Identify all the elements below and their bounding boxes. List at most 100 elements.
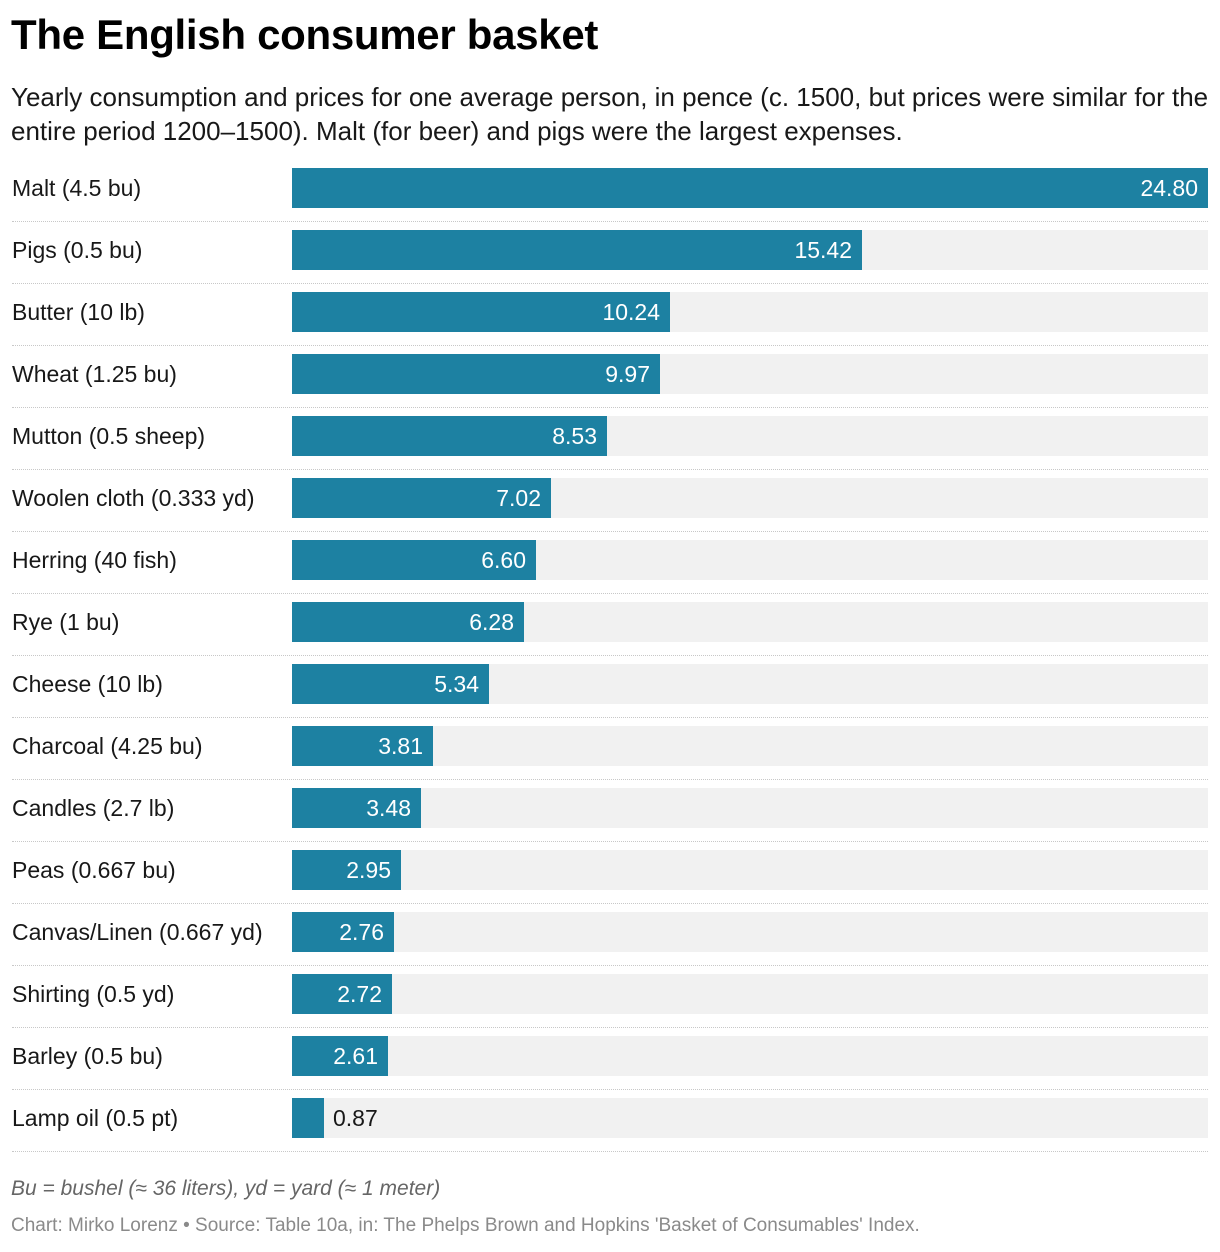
bar-row: Herring (40 fish) 6.60	[12, 532, 1208, 594]
value-label: 15.42	[794, 237, 852, 263]
row-divider	[12, 221, 1208, 222]
category-label: Cheese (10 lb)	[12, 671, 163, 697]
bar-row: Cheese (10 lb) 5.34	[12, 656, 1208, 718]
value-label: 6.60	[481, 547, 526, 573]
bar	[292, 726, 433, 766]
row-divider	[12, 345, 1208, 346]
bar-track: 9.97	[292, 354, 1208, 394]
bar-track: 3.81	[292, 726, 1208, 766]
row-divider	[12, 965, 1208, 966]
row-divider	[12, 1151, 1208, 1152]
bar-track: 8.53	[292, 416, 1208, 456]
category-label: Lamp oil (0.5 pt)	[12, 1105, 179, 1131]
value-label: 7.02	[496, 485, 541, 511]
value-label: 2.76	[339, 919, 384, 945]
category-label: Woolen cloth (0.333 yd)	[12, 485, 255, 511]
category-label: Charcoal (4.25 bu)	[12, 733, 203, 759]
bar	[292, 354, 660, 394]
value-label: 8.53	[552, 423, 597, 449]
bar-track: 2.72	[292, 974, 1208, 1014]
bar-track: 10.24	[292, 292, 1208, 332]
bar	[292, 602, 524, 642]
bar-row: Lamp oil (0.5 pt) 0.87	[12, 1090, 1208, 1152]
category-label: Butter (10 lb)	[12, 299, 145, 325]
bar-row: Canvas/Linen (0.667 yd) 2.76	[12, 904, 1208, 966]
footnote: Bu = bushel (≈ 36 liters), yd = yard (≈ …	[11, 1177, 441, 1200]
bar-track: 2.76	[292, 912, 1208, 952]
category-label: Pigs (0.5 bu)	[12, 237, 143, 263]
source-credit: Chart: Mirko Lorenz • Source: Table 10a,…	[11, 1215, 920, 1236]
bar-track: 6.28	[292, 602, 1208, 642]
category-label: Barley (0.5 bu)	[12, 1043, 163, 1069]
bar	[292, 478, 551, 518]
row-divider	[12, 469, 1208, 470]
category-label: Shirting (0.5 yd)	[12, 981, 175, 1007]
value-label: 0.87	[333, 1105, 378, 1131]
value-label: 2.72	[337, 981, 382, 1007]
bar-row: Candles (2.7 lb) 3.48	[12, 780, 1208, 842]
bar-row: Shirting (0.5 yd) 2.72	[12, 966, 1208, 1028]
row-divider	[12, 283, 1208, 284]
row-divider	[12, 841, 1208, 842]
value-label: 2.61	[333, 1043, 378, 1069]
row-divider	[12, 407, 1208, 408]
bar-row: Wheat (1.25 bu) 9.97	[12, 346, 1208, 408]
bar-track: 6.60	[292, 540, 1208, 580]
bar	[292, 912, 394, 952]
bar-track: 3.48	[292, 788, 1208, 828]
category-label: Herring (40 fish)	[12, 547, 177, 573]
value-label: 5.34	[434, 671, 479, 697]
row-divider	[12, 1089, 1208, 1090]
category-label: Canvas/Linen (0.667 yd)	[12, 919, 263, 945]
bar	[292, 416, 607, 456]
bar-track: 24.80	[292, 168, 1208, 208]
value-label: 9.97	[605, 361, 650, 387]
bar-row: Pigs (0.5 bu) 15.42	[12, 222, 1208, 284]
bar-row: Peas (0.667 bu) 2.95	[12, 842, 1208, 904]
value-label: 24.80	[1140, 175, 1198, 201]
bar-row: Butter (10 lb) 10.24	[12, 284, 1208, 346]
category-label: Peas (0.667 bu)	[12, 857, 176, 883]
bar	[292, 974, 392, 1014]
bar-row: Woolen cloth (0.333 yd) 7.02	[12, 470, 1208, 532]
bar	[292, 540, 536, 580]
row-divider	[12, 1027, 1208, 1028]
category-label: Mutton (0.5 sheep)	[12, 423, 206, 449]
bar-row: Charcoal (4.25 bu) 3.81	[12, 718, 1208, 780]
category-label: Rye (1 bu)	[12, 609, 120, 635]
value-label: 3.81	[378, 733, 423, 759]
bar	[292, 168, 1208, 208]
row-divider	[12, 903, 1208, 904]
row-divider	[12, 593, 1208, 594]
bar	[292, 292, 670, 332]
row-divider	[12, 531, 1208, 532]
bar	[292, 230, 862, 270]
value-label: 10.24	[602, 299, 660, 325]
bar	[292, 1098, 324, 1138]
value-label: 3.48	[366, 795, 411, 821]
bar	[292, 788, 421, 828]
category-label: Wheat (1.25 bu)	[12, 361, 177, 387]
bar-chart: Malt (4.5 bu) 24.80 Pigs (0.5 bu) 15.42 Butt…	[0, 160, 1220, 1152]
category-label: Candles (2.7 lb)	[12, 795, 175, 821]
value-label: 2.95	[346, 857, 391, 883]
row-divider	[12, 655, 1208, 656]
bar-track: 15.42	[292, 230, 1208, 270]
bar	[292, 1036, 388, 1076]
chart-title: The English consumer basket	[11, 11, 599, 58]
bar-track: 2.95	[292, 850, 1208, 890]
bar-row: Malt (4.5 bu) 24.80	[12, 160, 1208, 222]
value-label: 6.28	[469, 609, 514, 635]
bar-row: Rye (1 bu) 6.28	[12, 594, 1208, 656]
bar-track: 0.87	[292, 1098, 1208, 1138]
bar	[292, 664, 489, 704]
bar-track: 7.02	[292, 478, 1208, 518]
bar-row: Mutton (0.5 sheep) 8.53	[12, 408, 1208, 470]
bar-track: 5.34	[292, 664, 1208, 704]
category-label: Malt (4.5 bu)	[12, 175, 142, 201]
row-divider	[12, 779, 1208, 780]
chart-subtitle: Yearly consumption and prices for one av…	[11, 82, 1209, 146]
bar-row: Barley (0.5 bu) 2.61	[12, 1028, 1208, 1090]
row-divider	[12, 717, 1208, 718]
bar	[292, 850, 401, 890]
